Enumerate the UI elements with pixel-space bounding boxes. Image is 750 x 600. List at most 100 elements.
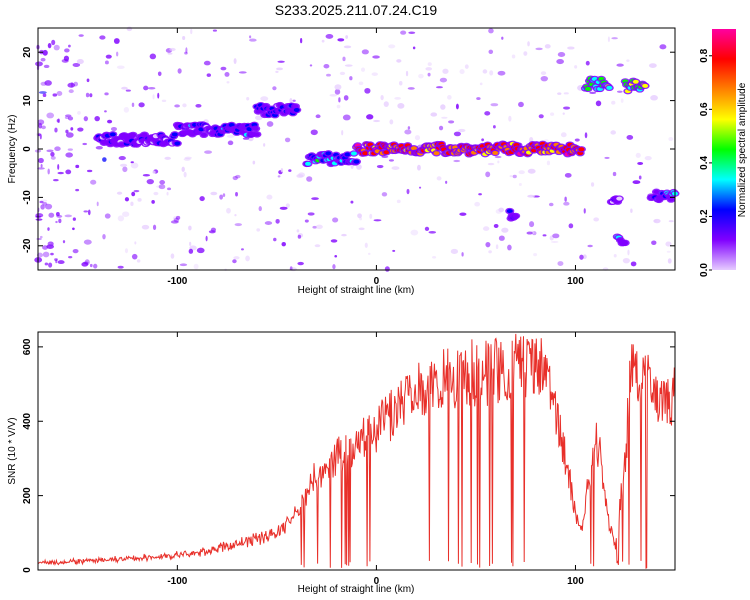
spectrogram-noise-blob: [195, 103, 202, 108]
spectrogram-noise-blob: [56, 91, 63, 97]
spectrogram-noise-blob: [68, 44, 71, 48]
spectrogram-noise-blob: [343, 45, 352, 49]
spectrogram-noise-blob: [47, 227, 50, 231]
spectrogram-noise-blob: [427, 62, 432, 66]
spectrogram-noise-blob: [306, 176, 313, 182]
spectrogram-noise-blob: [179, 263, 188, 267]
spectrogram-noise-blob: [55, 220, 58, 224]
spectrogram-noise-blob: [485, 171, 491, 178]
spectrogram-noise-blob: [479, 82, 483, 86]
spectrogram-noise-blob: [104, 92, 109, 96]
spectrogram-noise-blob: [277, 175, 281, 178]
spectrogram-feature-mark: [253, 132, 260, 137]
spectrogram-noise-blob: [249, 38, 257, 42]
spectrogram-noise-blob: [94, 115, 100, 122]
spectrogram-noise-blob: [263, 143, 266, 147]
spectrogram-feature-mark: [512, 213, 519, 218]
snr-ticks: -100 0 100 0 200 400 600: [22, 332, 675, 587]
spectrogram-noise-blob: [568, 223, 574, 229]
spectrogram-feature-mark: [305, 161, 312, 166]
spectrogram-noise-blob: [37, 167, 45, 170]
spectrogram-noise-blob: [488, 28, 494, 34]
spectrogram-noise-blob: [406, 188, 410, 195]
spectrogram-feature-mark: [171, 132, 178, 137]
spectrogram-noise-blob: [169, 47, 176, 52]
spectrogram-noise-blob: [461, 252, 464, 257]
spectrogram-noise-blob: [494, 155, 502, 159]
spectrogram-noise-blob: [296, 229, 300, 233]
spectrogram-noise-blob: [118, 156, 126, 161]
spectrogram-noise-blob: [309, 64, 313, 67]
spectrogram-noise-blob: [367, 252, 371, 255]
spectrogram-noise-blob: [288, 169, 292, 172]
spectrogram-noise-blob: [275, 70, 279, 73]
spectrogram-noise-blob: [52, 93, 58, 97]
spectrogram-noise-blob: [564, 172, 572, 178]
tick-label: -100: [167, 576, 187, 587]
spectrogram-noise-blob: [334, 84, 342, 90]
spectrogram-noise-blob: [189, 241, 192, 247]
spectrogram-noise-blob: [137, 197, 142, 202]
spectrogram-noise-blob: [39, 235, 43, 239]
spectrogram-noise-blob: [666, 250, 671, 253]
spectrogram-noise-blob: [488, 49, 494, 55]
spectrogram-noise-blob: [175, 215, 181, 220]
spectrogram-noise-blob: [122, 166, 128, 173]
spectrogram-noise-blob: [436, 176, 442, 181]
spectrogram-noise-blob: [659, 44, 667, 50]
spectrogram-noise-blob: [493, 223, 499, 228]
spectrogram-noise-blob: [50, 156, 56, 160]
tick-label: 100: [567, 576, 584, 587]
spectrogram-noise-blob: [292, 99, 296, 102]
spectrogram-noise-blob: [339, 71, 346, 76]
spectrogram-feature-mark: [109, 132, 116, 137]
spectrogram-noise-blob: [482, 226, 490, 231]
spectrogram-noise-blob: [44, 80, 52, 86]
spectrogram-noise-blob: [552, 233, 560, 239]
spectrogram-feature-mark: [616, 196, 623, 201]
tick-label: 0: [22, 146, 33, 152]
spectrogram-noise-blob: [256, 228, 261, 232]
spectrogram-noise-blob: [275, 218, 280, 224]
spectrogram-noise-blob: [166, 191, 169, 196]
spectrogram-noise-blob: [117, 215, 125, 222]
spectrogram-noise-blob: [372, 55, 380, 59]
spectrogram-noise-blob: [84, 259, 90, 266]
spectrogram-noise-blob: [183, 171, 187, 178]
spectrogram-noise-blob: [246, 97, 250, 101]
spectrogram-noise-blob: [529, 221, 535, 228]
spectrogram-noise-blob: [83, 239, 92, 245]
spectrogram-noise-blob: [574, 65, 578, 69]
spectrogram-feature-mark: [174, 141, 181, 146]
spectrogram-noise-blob: [220, 66, 227, 71]
spectrogram-noise-blob: [332, 217, 339, 223]
spectrogram-noise-blob: [610, 130, 617, 135]
spectrogram-noise-blob: [590, 182, 595, 187]
snr-series-line: [37, 333, 676, 569]
spectrogram-noise-blob: [448, 120, 455, 124]
spectrogram-noise-blob: [508, 115, 512, 122]
spectrogram-noise-blob: [40, 164, 43, 168]
spectrogram-feature-mark: [383, 150, 390, 155]
spectrogram-noise-blob: [373, 219, 382, 222]
spectrogram-noise-blob: [445, 180, 448, 184]
spectrogram-noise-blob: [67, 116, 74, 121]
spectrogram-noise-blob: [90, 179, 97, 185]
spectrogram-noise-blob: [152, 94, 155, 100]
spectrogram-feature-mark: [585, 86, 592, 91]
spectrogram-noise-blob: [620, 98, 624, 103]
spectrogram-noise-blob: [501, 36, 504, 40]
spectrogram-noise-blob: [167, 52, 173, 55]
spectrogram-noise-blob: [630, 261, 637, 267]
spectrogram-noise-blob: [226, 81, 230, 84]
spectrogram-noise-blob: [560, 132, 567, 138]
spectrogram-noise-blob: [188, 248, 194, 254]
spectrogram-noise-blob: [585, 60, 590, 66]
spectrogram-noise-blob: [241, 248, 244, 251]
spectrogram-noise-blob: [42, 245, 49, 250]
spectrogram-noise-blob: [527, 168, 536, 174]
spectrogram-noise-blob: [321, 39, 325, 43]
tick-label: 20: [22, 46, 33, 58]
spectrogram-noise-blob: [234, 223, 242, 227]
